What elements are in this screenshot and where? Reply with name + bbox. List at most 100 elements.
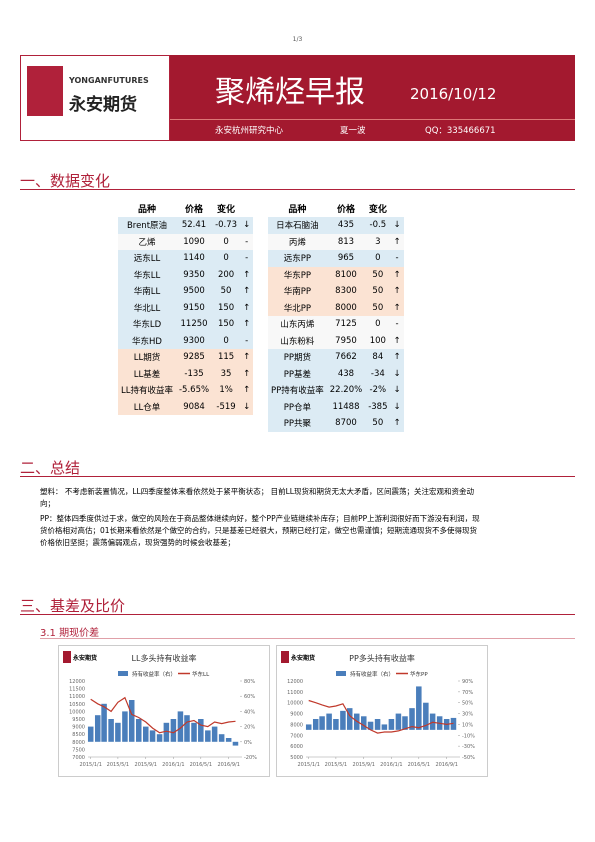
table-row: PP期货 7662 84 ↑ (268, 349, 404, 366)
table-left: 品种 价格 变化 Brent原油 52.41 -0.73 ↓ 乙烯 1090 0- 远东LL 1140… (118, 200, 254, 415)
y-tick-label: 12000 (69, 679, 85, 685)
x-tick-label: 2016/9/1 (435, 762, 457, 768)
bar (395, 713, 402, 730)
x-tick-label: 2016/5/1 (408, 762, 430, 768)
y-tick-label: 11500 (69, 687, 85, 693)
table-cell: ↓ (390, 398, 404, 415)
table-row: PP持有收益率 22.20% -2% ↓ (268, 382, 404, 399)
y-tick-label: 7000 (72, 755, 85, 761)
header-cell: 变化 (368, 205, 387, 215)
table-cell: 0 (365, 250, 391, 267)
section-title: 一、数据变化 (20, 172, 111, 190)
y2-tick-label: -30% (462, 744, 475, 750)
table-row: LL期货 9285 115 ↑ (118, 349, 254, 366)
bar (205, 730, 211, 742)
legend-swatch (336, 671, 346, 676)
bar (149, 730, 156, 742)
x-tick-label: 2015/1/1 (297, 762, 319, 768)
y2-tick-label: 60% (244, 694, 255, 700)
bar (402, 716, 408, 730)
y-tick-label: 10500 (69, 702, 85, 708)
table-row: 日本石脑油 435 -0.5 ↓ (268, 217, 404, 234)
bar (416, 686, 422, 730)
table-cell: 52.41 (175, 217, 213, 234)
table-cell: 华北PP (268, 299, 327, 316)
table-cell: 9500 (175, 283, 213, 300)
table-row: LL仓单 9084 -519 ↓ (118, 398, 254, 415)
table-row: 丙烯 813 3 ↑ (268, 233, 404, 250)
table-cell: 1140 (175, 250, 213, 267)
table-cell: 7950 (326, 332, 366, 349)
table-cell: 438 (326, 365, 366, 382)
table-cell: ↓ (240, 398, 254, 415)
bar (423, 702, 429, 730)
subsection-title: 3.1 期现价差 (40, 628, 100, 639)
table-cell: 813 (326, 233, 366, 250)
table-cell: 9150 (175, 299, 213, 316)
y-tick-label: 6000 (290, 744, 303, 750)
y2-tick-label: -20% (244, 755, 257, 761)
brand-en: YONGANFUTURES (69, 76, 149, 85)
y-tick-label: 5000 (290, 755, 303, 761)
bar (333, 719, 339, 730)
table-cell: 华南LL (118, 283, 176, 300)
header-cell: 价格 (185, 205, 204, 215)
brand-cn: 永安期货 (69, 95, 137, 115)
x-tick-label: 2015/5/1 (107, 762, 129, 768)
table-cell: ↓ (240, 217, 254, 234)
table-cell: LL仓单 (118, 398, 176, 415)
table-row: 华南LL 9500 50 ↑ (118, 283, 254, 300)
table-row: 华北LL 9150 150 ↑ (118, 299, 254, 316)
table-cell: 965 (326, 250, 366, 267)
table-cell: 0 (365, 316, 391, 333)
table-cell: 50 (365, 299, 391, 316)
table-cell: 华东PP (268, 266, 327, 283)
table-cell: ↑ (240, 382, 254, 399)
table-cell: 8100 (326, 266, 366, 283)
table-cell: 22.20% (326, 382, 366, 399)
table-row: 乙烯 1090 0- (118, 233, 254, 250)
table-row: 山东丙烯 7125 0- (268, 316, 404, 333)
table-cell: 50 (365, 283, 391, 300)
bar (94, 715, 101, 742)
bar (409, 708, 415, 730)
table-cell: -5.65% (175, 382, 213, 399)
report-title: 聚烯烃早报 (215, 75, 365, 110)
logo-box: YONGANFUTURES 永安期货 (20, 55, 170, 141)
x-tick-label: 2015/5/1 (325, 762, 347, 768)
x-tick-label: 2016/1/1 (162, 762, 184, 768)
table-cell: 8000 (326, 299, 366, 316)
table-cell: 115 (212, 349, 241, 366)
bar (122, 711, 128, 742)
table-cell: 9084 (175, 398, 213, 415)
table-cell: 200 (212, 266, 241, 283)
table-cell: PP期货 (268, 349, 327, 366)
table-cell: 山东粉料 (268, 332, 327, 349)
table-cell: -2% (365, 382, 391, 399)
header-band: 聚烯烃早报 2016/10/12 永安杭州研究中心 夏一波 QQ：3354666… (170, 55, 575, 141)
chart-logo-text: 永安期货 (290, 654, 315, 662)
table-row: PP共聚 8700 50 ↑ (268, 415, 404, 432)
y-tick-label: 9500 (72, 717, 85, 723)
table-cell: 华东LD (118, 316, 176, 333)
logo-mark (27, 66, 63, 116)
table-cell: - (240, 233, 254, 250)
table-cell: 山东丙烯 (268, 316, 327, 333)
bar (346, 708, 353, 730)
bar (225, 738, 232, 742)
table-cell: ↑ (240, 365, 254, 382)
table-cell: -135 (175, 365, 213, 382)
table-cell: PP持有收益率 (268, 382, 327, 399)
table-row: LL基差 -135 35 ↑ (118, 365, 254, 382)
section-title: 二、总结 (20, 459, 81, 477)
chart: 永安期货 PP多头持有收益率 5000 6000 7000 8000 9000 10000 11… (276, 645, 488, 777)
line (90, 696, 236, 734)
table-row: 华东LD 11250 150 ↑ (118, 316, 254, 333)
table-cell: ↓ (390, 382, 404, 399)
bar (374, 719, 381, 730)
table-cell: 8700 (326, 415, 366, 432)
paragraph: PP：整体四季度供过于求，做空的风险在于商品整体继续向好，整个PP产业链继续补库… (40, 514, 480, 547)
y-tick-label: 11000 (69, 694, 85, 700)
y2-tick-label: 40% (244, 709, 255, 715)
line (308, 699, 454, 734)
